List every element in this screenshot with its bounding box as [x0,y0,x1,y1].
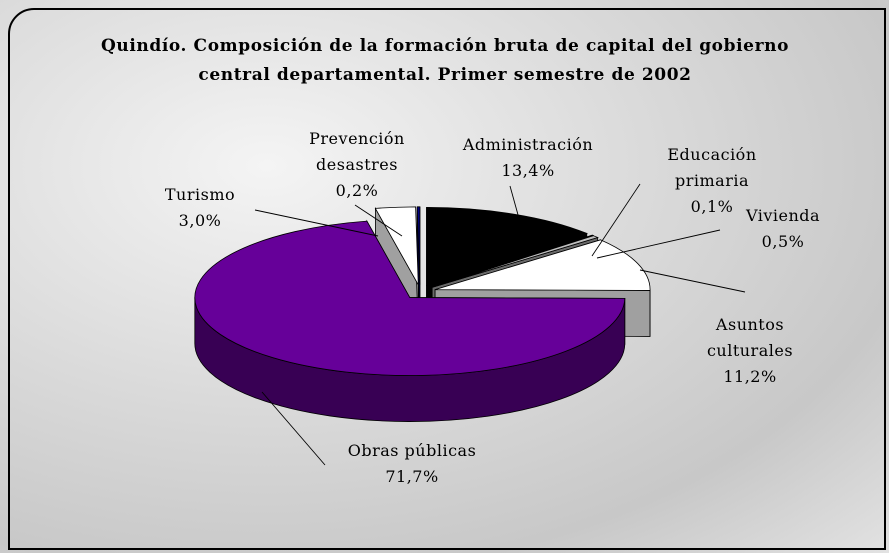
category-label: Turismo [164,185,236,204]
category-label: Vivienda [745,206,821,225]
frame [8,8,886,550]
leader-line [639,269,746,293]
slice [374,206,419,286]
data-label: Obras públicas 71,7% [312,438,512,490]
data-label: Turismo 3,0% [145,182,255,234]
leader-line [254,209,379,237]
leader-line [261,391,326,466]
chart-title: Quindío. Composición de la formación bru… [100,36,790,85]
slice [194,220,626,376]
leader-line [354,204,403,237]
leader-line [509,185,526,241]
leader-line [591,183,641,257]
slice [432,235,599,288]
value-label: 0,5% [761,232,805,251]
value-label: 13,4% [501,161,555,180]
category-label: Prevención desastres [309,129,405,174]
value-label: 71,7% [385,467,439,486]
data-label: Asuntos culturales 11,2% [685,312,815,390]
data-label: Vivienda 0,5% [728,203,838,255]
slice [426,207,588,286]
slice [416,206,421,285]
value-label: 0,1% [690,197,734,216]
leader-line [596,229,721,259]
category-label: Asuntos culturales [706,315,794,360]
value-label: 3,0% [178,211,222,230]
category-label: Obras públicas [347,441,477,460]
value-label: 11,2% [723,367,777,386]
value-label: 0,2% [335,181,379,200]
data-label: Educación primaria 0,1% [652,142,772,220]
data-label: Administración 13,4% [433,132,623,184]
data-label: Prevención desastres 0,2% [292,126,422,204]
category-label: Educación primaria [667,145,757,190]
category-label: Administración [462,135,594,154]
slice [434,239,651,291]
